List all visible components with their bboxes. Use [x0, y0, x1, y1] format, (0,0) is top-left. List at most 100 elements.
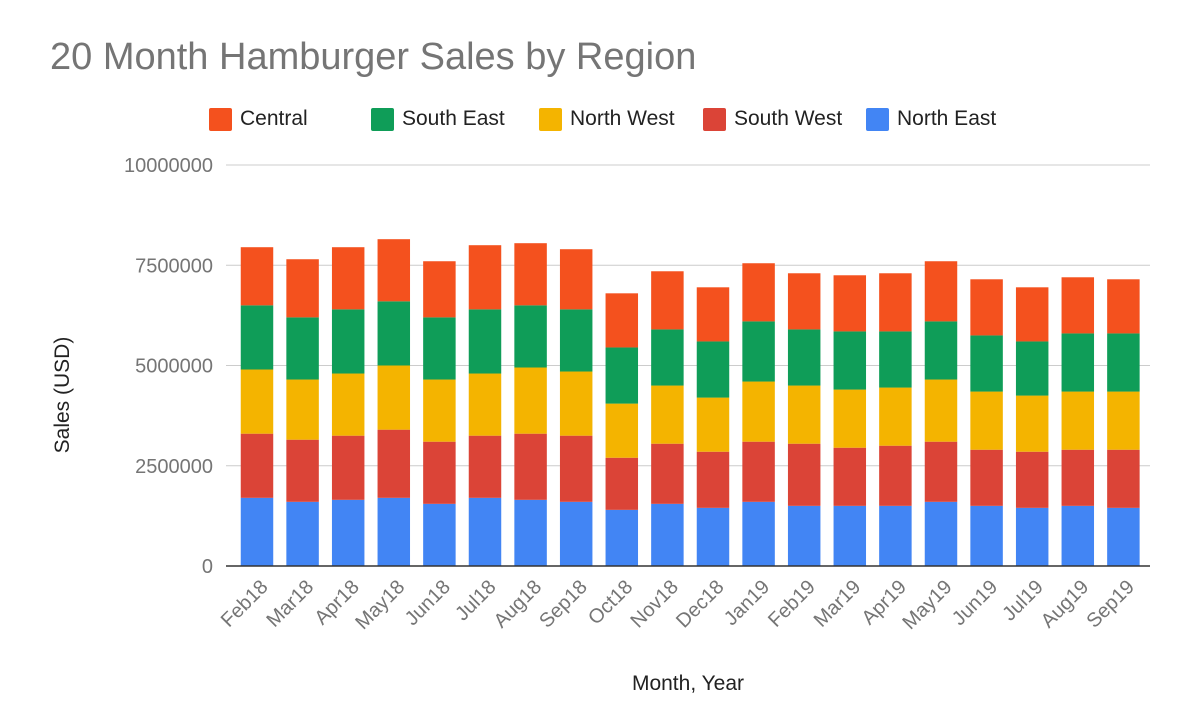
bar-segment — [696, 341, 730, 398]
x-tick-label: Mar19 — [810, 576, 866, 632]
bar-segment — [331, 373, 365, 436]
y-tick-label: 2500000 — [135, 456, 213, 478]
bar-segment — [970, 279, 1003, 336]
bar-segment — [924, 441, 958, 502]
bar-segment — [696, 451, 730, 508]
bar-segment — [742, 263, 775, 322]
bar-segment — [423, 261, 456, 318]
bar-segment — [787, 273, 821, 330]
legend-item: South West — [703, 104, 842, 134]
x-axis-title: Month, Year — [632, 672, 744, 695]
bar-segment — [331, 499, 365, 566]
x-tick-label: Jun18 — [401, 576, 455, 630]
bar-segment — [514, 367, 547, 434]
bar-segment — [423, 379, 456, 442]
bar-segment — [331, 435, 365, 500]
bar-segment — [286, 439, 319, 502]
bar-segment — [742, 321, 775, 382]
bar-segment — [1107, 391, 1140, 450]
legend-item: North West — [539, 104, 675, 134]
bar-segment — [240, 369, 274, 434]
bar-segment — [377, 429, 411, 498]
bar-segment — [1015, 341, 1049, 396]
bar-segment — [559, 501, 593, 566]
x-tick-label: May18 — [351, 576, 409, 634]
bar-segment — [468, 435, 502, 498]
x-tick-label: Aug19 — [1037, 576, 1093, 632]
y-axis-title: Sales (USD) — [51, 337, 74, 454]
bar-segment — [1061, 277, 1095, 334]
bar-segment — [879, 273, 912, 332]
legend-label: Central — [240, 107, 308, 130]
bar-segment — [240, 433, 274, 498]
legend-swatch — [371, 107, 394, 131]
y-tick-label: 0 — [202, 556, 213, 578]
x-tick-label: May19 — [899, 576, 957, 634]
bar-segment — [1107, 449, 1140, 508]
bar-segment — [605, 509, 639, 566]
x-tick-label: Nov18 — [626, 576, 682, 632]
bar-segment — [468, 245, 502, 310]
bar-segment — [1061, 505, 1095, 566]
x-tick-label: Feb19 — [764, 576, 820, 632]
bar-segment — [559, 435, 593, 502]
bar-segment — [286, 501, 319, 566]
bar-segment — [879, 445, 912, 506]
bar-segment — [742, 441, 775, 502]
x-tick-label: Mar18 — [262, 576, 318, 632]
bar-segment — [651, 503, 684, 566]
bar-segment — [1107, 333, 1140, 392]
bar-segment — [559, 371, 593, 436]
legend-item: South East — [371, 104, 505, 134]
legend-swatch — [866, 107, 889, 131]
bar-segment — [833, 331, 867, 390]
x-tick-label: Sep19 — [1082, 576, 1138, 632]
legend-label: North West — [570, 107, 675, 130]
bar-segment — [1061, 391, 1095, 450]
bar-segment — [240, 305, 274, 370]
legend-item: North East — [866, 104, 996, 134]
bar-segment — [833, 505, 867, 566]
bar-segment — [924, 501, 958, 566]
bar-segment — [970, 391, 1003, 450]
bar-segment — [605, 293, 639, 348]
bar-segment — [787, 329, 821, 386]
bar-segment — [1015, 507, 1049, 566]
x-tick-label: Feb18 — [217, 576, 273, 632]
bar-segment — [651, 443, 684, 504]
bar-segment — [833, 447, 867, 506]
bar-segment — [605, 347, 639, 404]
bar-segment — [605, 403, 639, 458]
bar-segment — [787, 505, 821, 566]
bar-segment — [651, 385, 684, 444]
x-tick-label: Oct18 — [584, 576, 637, 629]
bar-segment — [377, 301, 411, 366]
bar-segment — [1061, 449, 1095, 506]
x-tick-label: Dec18 — [672, 576, 728, 632]
x-tick-label: Sep18 — [535, 576, 591, 632]
bar-segment — [1015, 287, 1049, 342]
bar-segment — [833, 275, 867, 332]
bar-segment — [377, 497, 411, 566]
bar-segment — [696, 507, 730, 566]
bar-segment — [423, 441, 456, 504]
bar-segment — [286, 317, 319, 380]
legend-label: South West — [734, 107, 843, 130]
bar-segment — [742, 501, 775, 566]
bar-segment — [1015, 395, 1049, 452]
bar-segment — [742, 381, 775, 442]
bar-segment — [1015, 451, 1049, 508]
bar-segment — [423, 317, 456, 380]
bar-segment — [651, 329, 684, 386]
bar-segment — [1061, 333, 1095, 392]
x-tick-label: Jan19 — [720, 576, 774, 630]
bar-segment — [286, 259, 319, 318]
bar-segment — [970, 335, 1003, 392]
bar-segment — [924, 321, 958, 380]
bar-segment — [286, 379, 319, 440]
bar-segment — [696, 397, 730, 452]
legend-label: North East — [897, 107, 997, 130]
bar-segment — [651, 271, 684, 330]
bar-segment — [468, 497, 502, 566]
